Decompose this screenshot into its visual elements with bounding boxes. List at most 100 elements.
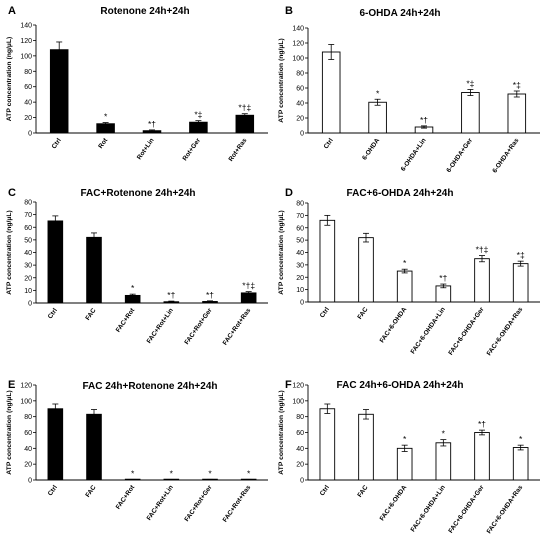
y-tick-label: 80 — [296, 201, 304, 208]
significance-label: *† — [478, 419, 486, 429]
bar — [358, 413, 374, 481]
bar — [86, 236, 102, 304]
chart-panel-f: F FAC 24h+6-OHDA 24h+24h ATP concentration… — [278, 379, 540, 535]
significance-label: * — [208, 468, 212, 478]
x-tick-label: FAC — [356, 306, 369, 321]
x-tick-label: FAC+Rot+Ras — [222, 307, 253, 347]
x-tick-label: FAC+6-OHDA+Ras — [486, 484, 525, 535]
x-tick-label: FAC+6-OHDA+Lin — [410, 484, 447, 533]
x-tick-label: FAC+6-OHDA — [379, 484, 409, 522]
bar — [435, 442, 452, 481]
y-tick-label: 50 — [296, 238, 304, 245]
y-tick-label: 80 — [24, 69, 32, 76]
y-tick-label: 0 — [300, 131, 304, 138]
y-axis-label: ATP concentration (ng/µL) — [278, 210, 285, 294]
chart-panel-a: A Rotenone 24h+24h ATP concentration (ng/µ… — [6, 5, 268, 163]
significance-label: * — [519, 434, 523, 444]
y-tick-label: 20 — [296, 275, 304, 282]
significance-label: *† — [439, 273, 447, 283]
significance-label: * — [247, 468, 251, 478]
y-axis-label: ATP concentration (ng/µL) — [278, 38, 285, 122]
significance-label: * — [403, 434, 407, 444]
y-tick-label: 140 — [292, 26, 304, 33]
x-tick-label: FAC — [356, 484, 369, 499]
bar — [474, 432, 490, 481]
panel-letter: E — [8, 379, 15, 391]
x-tick-label: Rot+Ger — [181, 137, 202, 163]
bar — [319, 408, 336, 481]
x-tick-label: FAC+Rot+Ger — [183, 484, 213, 523]
significance-label: * — [442, 429, 446, 439]
chart-title: FAC+6-OHDA 24h+24h — [347, 188, 454, 199]
bar — [512, 263, 529, 303]
y-tick-label: 40 — [24, 250, 32, 257]
chart-panel-d: D FAC+6-OHDA 24h+24h ATP concentration (ng… — [278, 187, 540, 357]
bar — [86, 413, 102, 481]
y-tick-label: 20 — [24, 462, 32, 469]
x-tick-label: FAC+Rot+Lin — [146, 484, 175, 522]
y-tick-label: 80 — [296, 71, 304, 78]
x-tick-label: Ctrl — [51, 137, 63, 150]
significance-label: *†‡ — [476, 245, 489, 255]
y-tick-label: 100 — [20, 398, 32, 405]
y-tick-label: 10 — [296, 287, 304, 294]
panel-letter: D — [285, 187, 293, 199]
chart-panel-e: E FAC 24h+Rotenone 24h+24h ATP concentrati… — [6, 379, 268, 524]
y-tick-label: 60 — [296, 86, 304, 93]
y-tick-label: 120 — [292, 41, 304, 48]
y-tick-label: 120 — [20, 383, 32, 390]
y-tick-label: 10 — [24, 288, 32, 295]
chart-title: FAC+Rotenone 24h+24h — [80, 188, 195, 199]
significance-label: *†‡ — [238, 103, 251, 113]
x-tick-label: 6-OHDA+Ras — [491, 137, 520, 175]
significance-label: *†‡ — [242, 281, 255, 291]
y-tick-label: 0 — [300, 300, 304, 307]
y-tick-label: 80 — [24, 414, 32, 421]
x-tick-label: Rot+Lin — [136, 137, 156, 161]
x-tick-label: FAC+6-OHDA+Ger — [447, 306, 486, 357]
significance-label: * — [170, 469, 174, 479]
significance-label: *† — [167, 290, 175, 300]
y-tick-label: 60 — [296, 225, 304, 232]
y-tick-label: 60 — [24, 84, 32, 91]
y-tick-label: 0 — [28, 131, 32, 138]
significance-label: * — [104, 112, 108, 122]
y-tick-label: 60 — [296, 430, 304, 437]
y-axis-label: ATP concentration (ng/µL) — [278, 390, 285, 474]
bar — [235, 114, 255, 134]
significance-label: *‡ — [517, 250, 525, 260]
chart-title: 6-OHDA 24h+24h — [359, 8, 440, 19]
x-tick-label: FAC — [84, 484, 97, 499]
y-tick-label: 20 — [296, 462, 304, 469]
significance-label: * — [403, 258, 407, 268]
x-tick-label: Ctrl — [319, 306, 331, 319]
y-tick-label: 0 — [300, 478, 304, 485]
y-tick-label: 70 — [296, 213, 304, 220]
y-tick-label: 40 — [24, 446, 32, 453]
bar — [461, 92, 480, 134]
y-tick-label: 70 — [24, 212, 32, 219]
significance-label: *† — [206, 290, 214, 300]
y-tick-label: 20 — [24, 115, 32, 122]
x-tick-label: 6-OHDA+Ger — [445, 137, 474, 174]
panel-letter: F — [285, 379, 292, 391]
significance-label: *† — [420, 115, 428, 125]
y-tick-label: 0 — [28, 478, 32, 485]
x-tick-label: Rot+Ras — [227, 137, 248, 163]
bar — [321, 51, 341, 134]
x-tick-label: Rot — [97, 136, 109, 150]
bar — [396, 270, 413, 303]
y-axis-label: ATP concentration (ng/µL) — [6, 37, 13, 121]
y-tick-label: 40 — [296, 101, 304, 108]
significance-label: *‡ — [194, 110, 202, 120]
significance-label: *‡ — [513, 80, 521, 90]
y-axis-label: ATP concentration (ng/µL) — [6, 210, 13, 294]
x-tick-label: FAC+6-OHDA — [379, 306, 409, 344]
y-tick-label: 40 — [24, 100, 32, 107]
y-tick-label: 20 — [296, 116, 304, 123]
x-tick-label: Ctrl — [323, 137, 335, 150]
y-tick-label: 30 — [296, 262, 304, 269]
bar — [474, 258, 490, 303]
